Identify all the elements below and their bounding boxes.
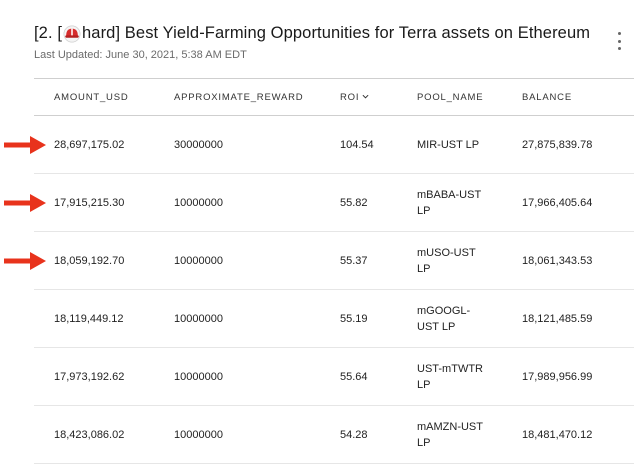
page-title: [2. [ hard] Best Yield-Farming Opportuni… xyxy=(34,24,614,43)
cell-value: 27,875,839.78 xyxy=(522,138,593,151)
cell-roi: 104.54 xyxy=(320,115,397,174)
cell-amount-usd: 18,119,449.12 xyxy=(34,289,154,348)
cell-value: 10000000 xyxy=(174,196,223,209)
cell-value: 18,061,343.53 xyxy=(522,254,593,267)
cell-value: 18,481,470.12 xyxy=(522,428,593,441)
cell-value: 10000000 xyxy=(174,312,223,325)
cell-value: 55.64 xyxy=(340,370,368,383)
table-row: 18,059,192.70 10000000 55.37 mUSO-UST LP 18,… xyxy=(34,231,634,290)
cell-pool-name: MIR-UST LP xyxy=(397,115,502,174)
chevron-down-icon xyxy=(362,95,369,100)
cell-value: 10000000 xyxy=(174,370,223,383)
cell-approximate-reward: 10000000 xyxy=(154,231,320,290)
cell-balance: 17,989,956.99 xyxy=(502,347,634,406)
table-row: 18,423,086.02 10000000 54.28 mAMZN-UST LP 18… xyxy=(34,405,634,464)
results-table: AMOUNT_USD APPROXIMATE_REWARD ROI POOL_N… xyxy=(34,78,634,464)
cell-amount-usd: 18,059,192.70 xyxy=(34,231,154,290)
cell-roi: 54.28 xyxy=(320,405,397,464)
cell-value: 54.28 xyxy=(340,428,368,441)
column-header-balance[interactable]: BALANCE xyxy=(502,78,634,116)
cell-value: 10000000 xyxy=(174,428,223,441)
column-header-pool-name[interactable]: POOL_NAME xyxy=(397,78,502,116)
kebab-dot xyxy=(617,32,621,35)
cell-amount-usd: 17,973,192.62 xyxy=(34,347,154,406)
red-helmet-icon xyxy=(63,25,81,42)
cell-value: mUSO-UST LP xyxy=(417,246,476,275)
cell-value: 28,697,175.02 xyxy=(54,138,125,151)
red-arrow-icon xyxy=(4,251,46,270)
cell-value: 55.19 xyxy=(340,312,368,325)
column-header-roi[interactable]: ROI xyxy=(320,78,397,116)
kebab-dot xyxy=(617,47,621,50)
cell-roi: 55.37 xyxy=(320,231,397,290)
cell-approximate-reward: 10000000 xyxy=(154,173,320,232)
cell-value: 17,989,956.99 xyxy=(522,370,593,383)
cell-value: mGOOGL-UST LP xyxy=(417,304,471,333)
table-row: 17,973,192.62 10000000 55.64 UST-mTWTR LP 17… xyxy=(34,347,634,406)
column-header-amount-usd[interactable]: AMOUNT_USD xyxy=(34,78,154,116)
cell-approximate-reward: 10000000 xyxy=(154,405,320,464)
cell-value: 104.54 xyxy=(340,138,374,151)
cell-value: 18,059,192.70 xyxy=(54,254,125,267)
cell-value: mBABA-UST LP xyxy=(417,188,481,217)
cell-value: 18,121,485.59 xyxy=(522,312,593,325)
column-header-approximate-reward[interactable]: APPROXIMATE_REWARD xyxy=(154,78,320,116)
table-header-row: AMOUNT_USD APPROXIMATE_REWARD ROI POOL_N… xyxy=(34,78,634,116)
cell-pool-name: mBABA-UST LP xyxy=(397,173,502,232)
kebab-dot xyxy=(617,39,621,43)
kebab-menu-icon[interactable] xyxy=(612,32,626,50)
cell-approximate-reward: 10000000 xyxy=(154,289,320,348)
cell-value: MIR-UST LP xyxy=(417,138,480,151)
cell-roi: 55.64 xyxy=(320,347,397,406)
red-arrow-icon xyxy=(4,135,46,154)
column-header-roi-label: ROI xyxy=(340,91,360,103)
cell-balance: 17,966,405.64 xyxy=(502,173,634,232)
cell-pool-name: mUSO-UST LP xyxy=(397,231,502,290)
red-arrow-icon xyxy=(4,193,46,212)
cell-balance: 18,061,343.53 xyxy=(502,231,634,290)
cell-approximate-reward: 30000000 xyxy=(154,115,320,174)
cell-amount-usd: 28,697,175.02 xyxy=(34,115,154,174)
cell-roi: 55.82 xyxy=(320,173,397,232)
cell-pool-name: mAMZN-UST LP xyxy=(397,405,502,464)
cell-amount-usd: 18,423,086.02 xyxy=(34,405,154,464)
cell-balance: 18,481,470.12 xyxy=(502,405,634,464)
cell-value: 18,423,086.02 xyxy=(54,428,125,441)
cell-value: 17,973,192.62 xyxy=(54,370,125,383)
cell-value: 55.82 xyxy=(340,196,368,209)
title-prefix: [2. [ xyxy=(34,24,63,42)
table-row: 28,697,175.02 30000000 104.54 MIR-UST LP 27,… xyxy=(34,115,634,174)
cell-value: mAMZN-UST LP xyxy=(417,420,483,449)
cell-value: 18,119,449.12 xyxy=(54,312,124,325)
dashboard-header: [2. [ hard] Best Yield-Farming Opportuni… xyxy=(34,24,614,61)
cell-value: 55.37 xyxy=(340,254,368,267)
cell-balance: 27,875,839.78 xyxy=(502,115,634,174)
last-updated: Last Updated: June 30, 2021, 5:38 AM EDT xyxy=(34,49,247,61)
results-table-container: AMOUNT_USD APPROXIMATE_REWARD ROI POOL_N… xyxy=(34,78,634,464)
table-row: 17,915,215.30 10000000 55.82 mBABA-UST LP 17… xyxy=(34,173,634,232)
cell-approximate-reward: 10000000 xyxy=(154,347,320,406)
cell-pool-name: mGOOGL-UST LP xyxy=(397,289,502,348)
cell-amount-usd: 17,915,215.30 xyxy=(34,173,154,232)
cell-value: 17,966,405.64 xyxy=(522,196,593,209)
cell-value: 17,915,215.30 xyxy=(54,196,125,209)
cell-balance: 18,121,485.59 xyxy=(502,289,634,348)
cell-value: UST-mTWTR LP xyxy=(417,362,483,391)
cell-value: 30000000 xyxy=(174,138,223,151)
cell-roi: 55.19 xyxy=(320,289,397,348)
title-text: hard] Best Yield-Farming Opportunities f… xyxy=(82,24,591,42)
cell-value: 10000000 xyxy=(174,254,223,267)
cell-pool-name: UST-mTWTR LP xyxy=(397,347,502,406)
table-row: 18,119,449.12 10000000 55.19 mGOOGL-UST LP 1… xyxy=(34,289,634,348)
